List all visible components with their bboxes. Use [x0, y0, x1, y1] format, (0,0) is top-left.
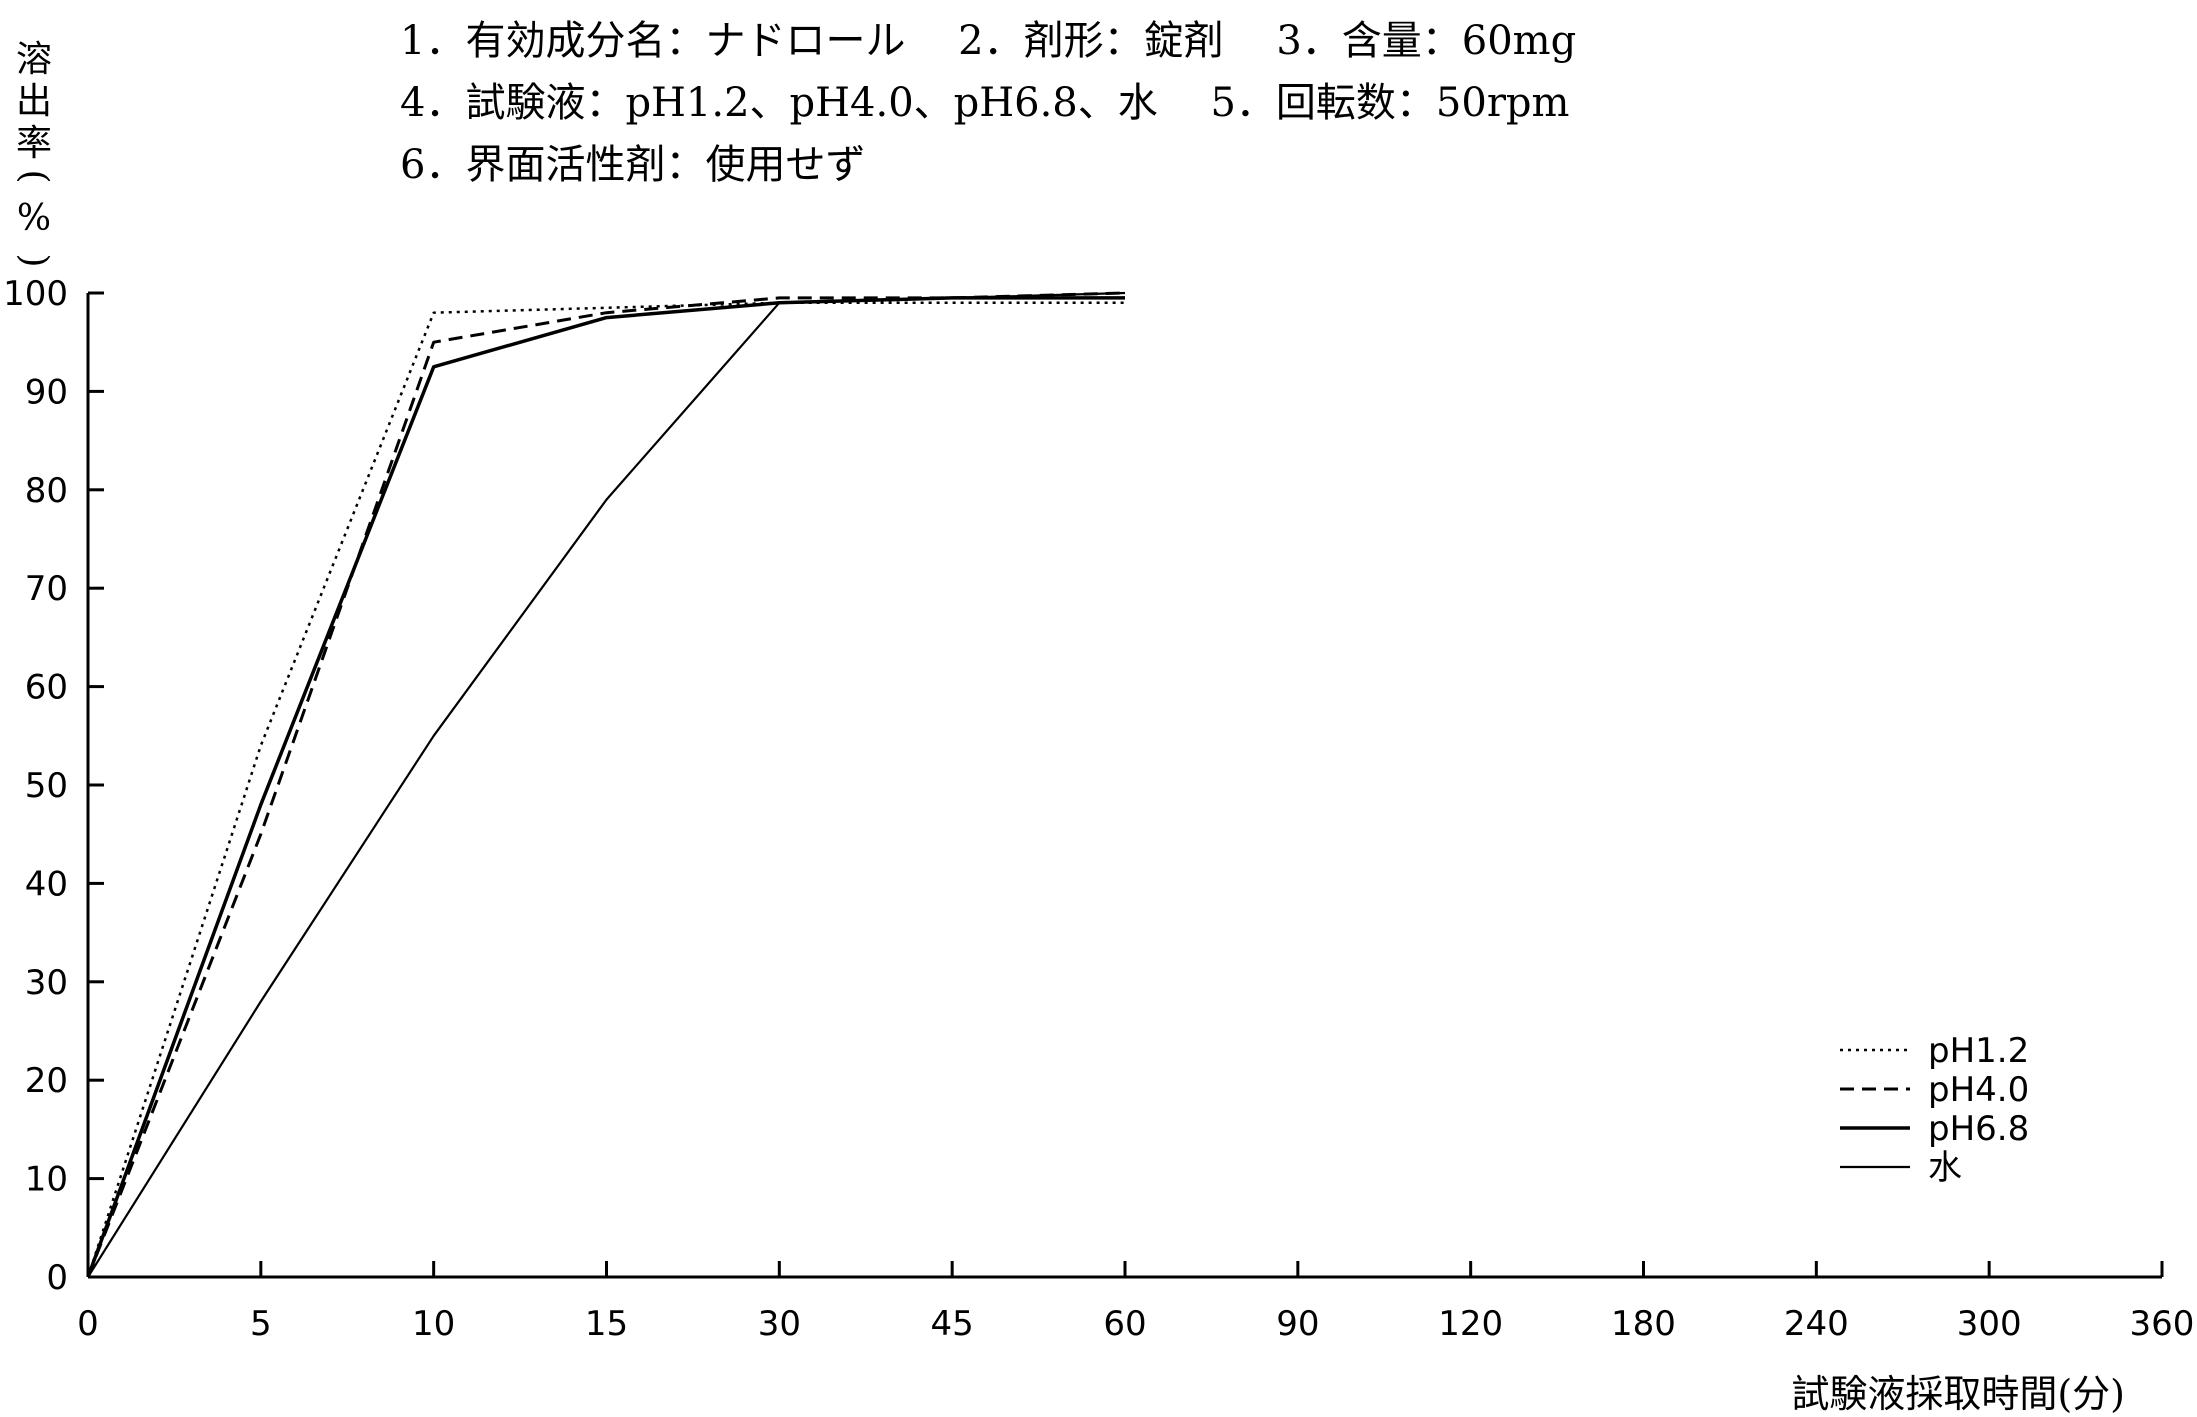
y-axis-label-char: 率 — [15, 123, 52, 164]
y-axis-label-char: % — [16, 198, 52, 239]
y-tick-label-0: 0 — [46, 1258, 68, 1298]
x-tick-label-120: 120 — [1438, 1304, 1503, 1344]
header-line-1: 1．有効成分名：ナドロール 2．剤形：錠剤 3．含量：60mg — [400, 18, 1577, 64]
y-tick-label-20: 20 — [25, 1061, 68, 1101]
y-tick-label-30: 30 — [25, 963, 68, 1003]
series-line-4 — [87, 291, 1126, 1278]
x-tick-label-45: 45 — [931, 1304, 974, 1344]
x-tick-label-0: 0 — [77, 1304, 99, 1344]
x-tick-label-90: 90 — [1276, 1304, 1319, 1344]
y-axis-label-char: 出 — [15, 81, 52, 122]
header-line-2: 4．試験液：pH1.2、pH4.0、pH6.8、水 5．回転数：50rpm — [400, 80, 1570, 126]
x-tick-label-15: 15 — [585, 1304, 628, 1344]
legend-label-3: pH6.8 — [1928, 1109, 2029, 1149]
x-tick-label-60: 60 — [1103, 1304, 1146, 1344]
y-tick-label-10: 10 — [25, 1160, 68, 1200]
legend-label-1: pH1.2 — [1928, 1031, 2029, 1071]
y-tick-label-100: 100 — [3, 274, 68, 314]
series-line-2 — [86, 291, 1126, 1278]
x-axis-label: 試験液採取時間(分) — [1791, 1372, 2125, 1416]
header-line-3: 6．界面活性剤：使用せず — [400, 142, 866, 188]
x-tick-label-180: 180 — [1611, 1304, 1676, 1344]
x-tick-label-360: 360 — [2130, 1304, 2195, 1344]
x-tick-label-10: 10 — [412, 1304, 455, 1344]
x-tick-label-5: 5 — [250, 1304, 272, 1344]
series-line-3 — [86, 296, 1125, 1278]
series-line-1 — [86, 301, 1125, 1278]
y-tick-label-50: 50 — [25, 766, 68, 806]
y-tick-label-80: 80 — [25, 471, 68, 511]
legend-label-2: pH4.0 — [1928, 1070, 2029, 1110]
y-tick-label-70: 70 — [25, 569, 68, 609]
y-tick-label-90: 90 — [25, 372, 68, 412]
y-axis-label-char: 溶 — [15, 39, 52, 80]
x-tick-label-30: 30 — [758, 1304, 801, 1344]
y-tick-label-40: 40 — [25, 864, 68, 904]
x-tick-label-300: 300 — [1957, 1304, 2022, 1344]
x-tick-label-240: 240 — [1784, 1304, 1849, 1344]
y-tick-label-60: 60 — [25, 668, 68, 708]
legend-label-4: 水 — [1928, 1148, 1962, 1188]
